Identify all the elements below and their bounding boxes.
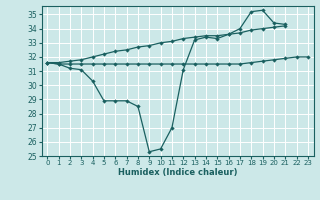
X-axis label: Humidex (Indice chaleur): Humidex (Indice chaleur) — [118, 168, 237, 177]
